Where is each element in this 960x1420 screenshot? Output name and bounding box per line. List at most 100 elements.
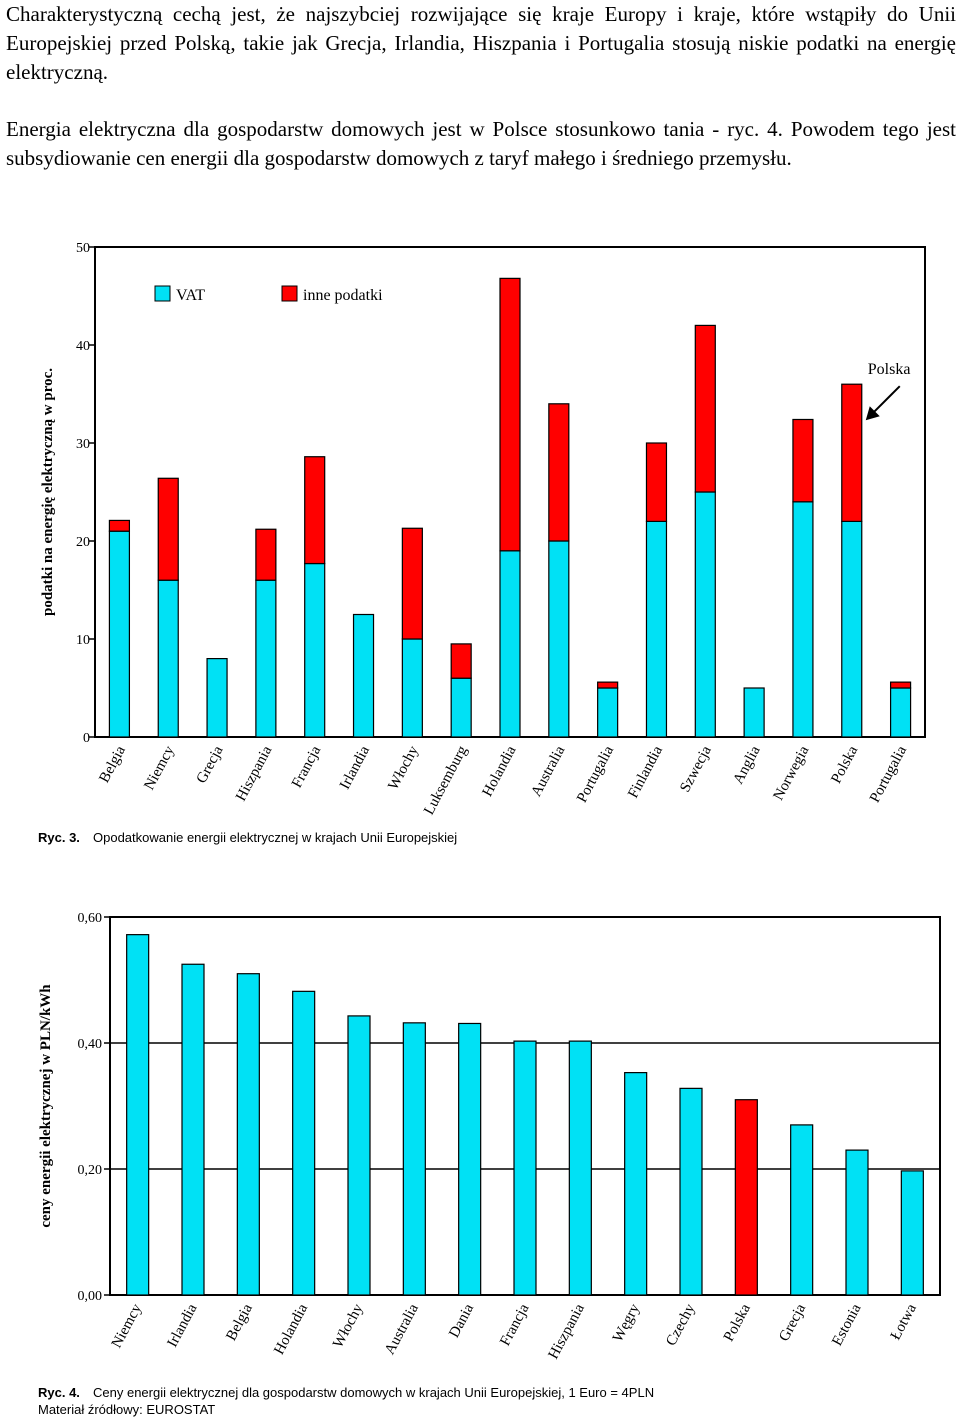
bar-vat [108,530,131,738]
x-category-label: Hiszpania [233,743,275,804]
bar-price [347,1015,371,1296]
x-category-label: Dania [446,1301,477,1340]
figure-caption-label: Ryc. 3. [38,830,80,845]
bar-vat [645,520,668,738]
bar-highlight-polska [734,1099,758,1296]
x-category-label: Hiszpania [546,1301,588,1362]
x-category-label: Polska [828,743,861,786]
bar-vat [206,658,228,738]
y-tick-label: 50 [76,241,90,256]
bar-price [568,1040,592,1296]
bar-other-taxes [255,528,277,581]
y-tick-label: 0,60 [78,911,103,926]
bar-other-taxes [841,383,863,522]
x-category-label: Irlandia [337,743,373,792]
figure-source-text: Materiał źródłowy: EUROSTAT [38,1402,215,1417]
bar-other-taxes [792,418,814,503]
bar-vat [792,501,814,738]
bar-vat [450,677,472,738]
bar-price [624,1072,648,1296]
bar-vat [255,579,277,738]
annotation-arrow-head [865,406,880,421]
bar-price [181,963,205,1296]
bar-price [790,1124,814,1296]
x-category-label: Holandia [480,743,520,799]
x-category-label: Niemcy [141,743,178,793]
bar-vat [841,520,863,738]
x-category-label: Australia [528,743,568,799]
x-category-label: Grecja [776,1301,809,1344]
legend-label-other: inne podatki [303,287,383,304]
bar-price [458,1022,482,1296]
x-category-label: Portugalia [574,743,617,805]
y-axis-label: podatki na energię elektryczną w proc. [40,368,56,616]
x-category-label: Francja [289,743,324,791]
x-category-label: Finlandia [625,743,666,801]
bar-price [679,1087,703,1296]
x-category-label: Francja [497,1301,532,1349]
bar-other-taxes [597,681,619,689]
x-category-label: Irlandia [165,1301,201,1350]
x-category-label: Holandia [271,1301,311,1357]
x-category-label: Węgry [610,1301,644,1345]
x-category-label: Grecja [194,743,227,786]
x-category-label: Anglia [730,743,763,787]
bar-vat [401,638,423,738]
bar-other-taxes [645,442,668,523]
x-category-label: Włochy [330,1301,367,1351]
bar-other-taxes [304,456,326,565]
legend-swatch-vat [154,285,171,302]
bar-other-taxes [108,519,131,532]
x-category-label: Belgia [96,743,129,785]
bar-other-taxes [157,477,179,581]
x-category-label: Szwecja [677,743,715,795]
bar-other-taxes [401,527,423,640]
bar-other-taxes [450,643,472,679]
y-tick-label: 0,00 [78,1289,103,1304]
y-tick-label: 40 [76,339,90,354]
x-category-label: Niemcy [109,1301,146,1351]
y-tick-label: 30 [76,437,90,452]
y-tick-label: 0,20 [78,1163,103,1178]
x-category-label: Czechy [663,1301,698,1349]
tax-chart: 0 10 20 30 40 50 podatki na energię elektryczn… [38,241,926,845]
energy-price-paragraph: Energia elektryczna dla gospodarstw domo… [6,117,956,170]
price-chart: 0,00 0,20 0,40 0,60 ceny energii elektryczne… [38,911,941,1417]
x-category-label: Włochy [385,743,422,793]
bar-vat [694,491,716,738]
annotation-polska: Polska [868,361,911,378]
y-axis-label: ceny energii elektrycznej w PLN/kWh [38,984,54,1228]
bar-price [236,973,260,1296]
bar-other-taxes [889,681,912,689]
legend-label-vat: VAT [176,287,205,304]
figure-caption-label: Ryc. 4. [38,1385,80,1400]
x-category-label: Estonia [829,1301,864,1349]
x-category-label: Polska [721,1301,754,1344]
bar-vat [304,562,326,738]
bar-vat [548,540,570,738]
bar-price [900,1170,924,1296]
bar-price [292,990,316,1296]
bar-price [845,1149,869,1296]
figure-caption-text: Opodatkowanie energii elektrycznej w kra… [93,830,457,845]
y-tick-label: 0 [83,731,90,746]
y-tick-label: 20 [76,535,90,550]
figure-caption-text: Ceny energii elektrycznej dla gospodarst… [93,1385,654,1400]
bar-vat [352,613,375,738]
bar-other-taxes [499,277,521,552]
bar-price [126,934,150,1296]
bar-vat [597,687,619,738]
legend-swatch-other [281,285,298,302]
bar-vat [157,579,179,738]
intro-paragraph: Charakterystyczną cechą jest, że najszyb… [6,2,956,84]
x-category-label: Łotwa [888,1301,920,1343]
x-category-label: Australia [382,1301,422,1357]
bar-other-taxes [694,324,716,493]
x-category-label: Portugalia [867,743,910,805]
bar-other-taxes [548,403,570,542]
bar-vat [889,687,912,738]
annotation-arrow-line [871,385,901,415]
bar-vat [743,687,765,738]
y-tick-label: 0,40 [78,1037,103,1052]
bar-price [402,1022,426,1296]
